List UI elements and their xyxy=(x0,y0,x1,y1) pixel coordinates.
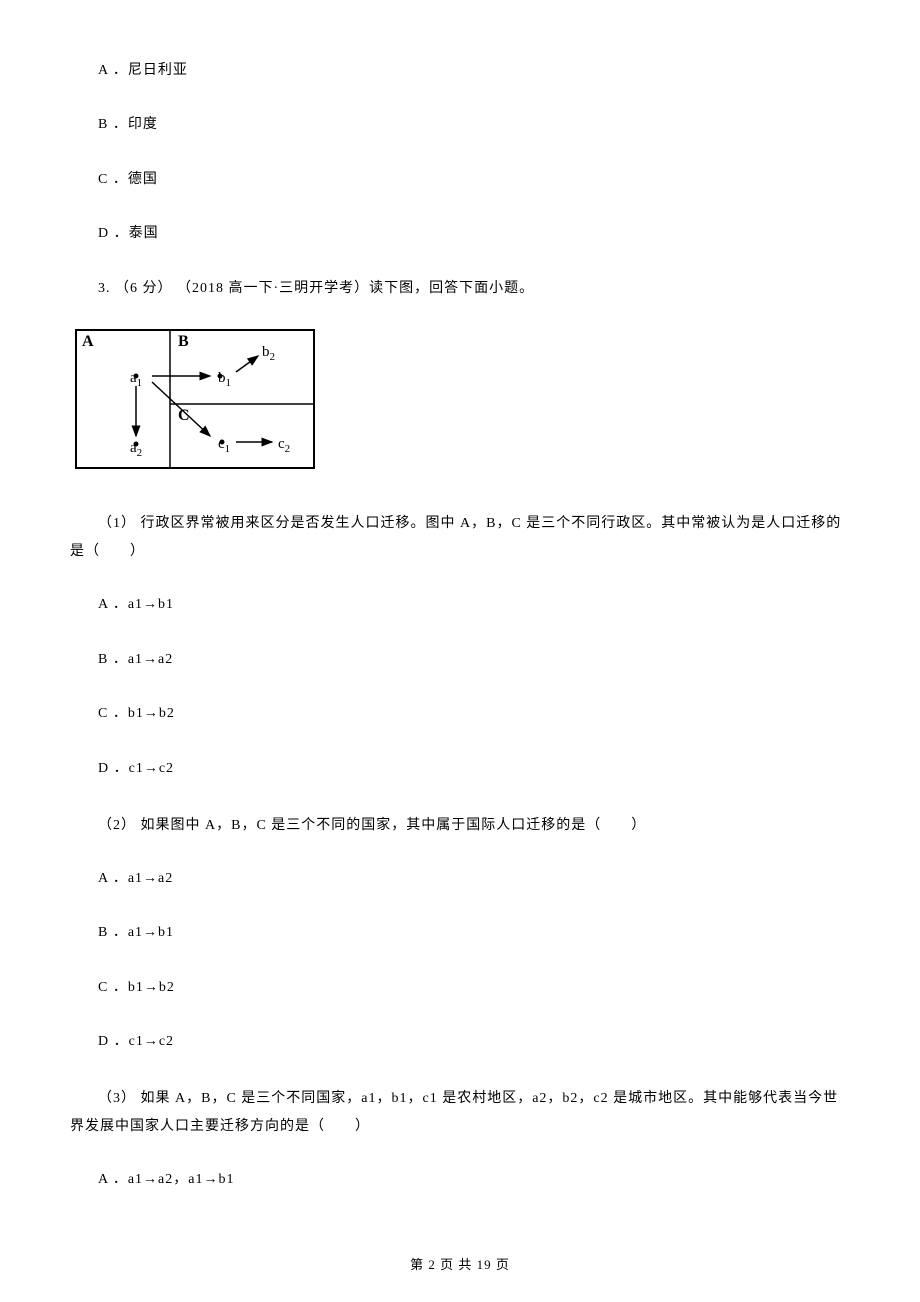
svg-text:b2: b2 xyxy=(262,344,275,363)
svg-text:A: A xyxy=(82,333,94,350)
svg-text:C: C xyxy=(178,407,190,424)
prev-option-d[interactable]: D ．泰国 xyxy=(98,223,850,245)
q3-sub1-option-b[interactable]: B ．a1→a2 xyxy=(98,649,850,671)
q3-sub2-option-d[interactable]: D ．c1→c2 xyxy=(98,1031,850,1053)
q3-sub1-option-d[interactable]: D ．c1→c2 xyxy=(98,758,850,780)
q3-sub2-option-a[interactable]: A ．a1→a2 xyxy=(98,868,850,890)
q3-sub3-text: （3） 如果 A，B，C 是三个不同国家，a1，b1，c1 是农村地区，a2，b… xyxy=(70,1085,850,1141)
svg-text:B: B xyxy=(178,333,189,350)
prev-option-b[interactable]: B ．印度 xyxy=(98,114,850,136)
svg-text:a1: a1 xyxy=(130,370,142,389)
prev-option-c[interactable]: C ．德国 xyxy=(98,169,850,191)
svg-text:c1: c1 xyxy=(218,436,230,455)
q3-sub3-option-a[interactable]: A ．a1→a2，a1→b1 xyxy=(98,1169,850,1191)
q3-diagram: A B Ca1 a2 b1 b2 c1 c2 xyxy=(70,324,850,482)
q3-intro: 3. （6 分） （2018 高一下·三明开学考）读下图，回答下面小题。 xyxy=(98,278,850,300)
svg-text:a2: a2 xyxy=(130,440,142,459)
prev-option-a[interactable]: A ．尼日利亚 xyxy=(98,60,850,82)
svg-text:c2: c2 xyxy=(278,436,290,455)
q3-sub2-option-b[interactable]: B ．a1→b1 xyxy=(98,922,850,944)
q3-sub1-option-a[interactable]: A ．a1→b1 xyxy=(98,594,850,616)
q3-sub2-text: （2） 如果图中 A，B，C 是三个不同的国家，其中属于国际人口迁移的是（ ） xyxy=(70,812,850,840)
page-footer: 第 2 页 共 19 页 xyxy=(0,1255,920,1276)
svg-text:b1: b1 xyxy=(218,370,231,389)
q3-sub1-text: （1） 行政区界常被用来区分是否发生人口迁移。图中 A，B，C 是三个不同行政区… xyxy=(70,510,850,566)
q3-sub2-option-c[interactable]: C ．b1→b2 xyxy=(98,977,850,999)
q3-sub1-option-c[interactable]: C ．b1→b2 xyxy=(98,703,850,725)
